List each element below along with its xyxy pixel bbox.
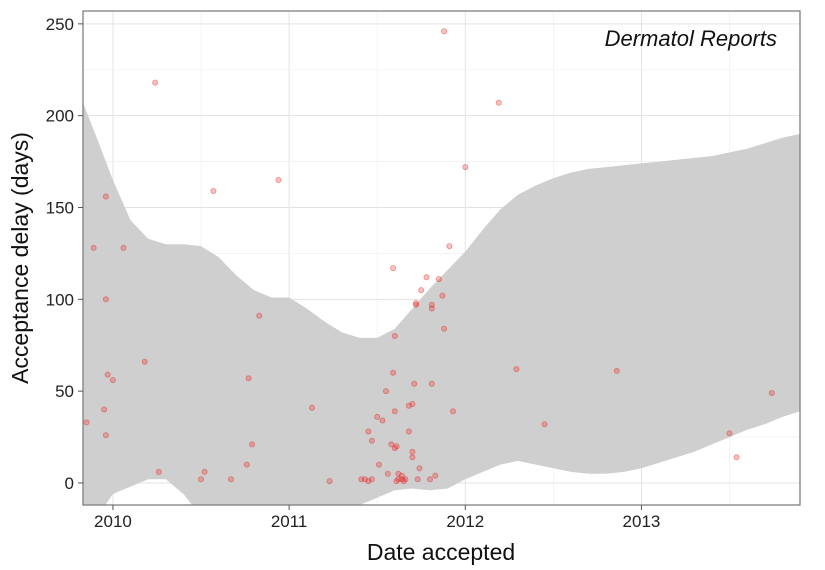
data-point (358, 476, 365, 483)
data-point (418, 287, 425, 294)
data-point (416, 465, 423, 472)
data-point (120, 244, 127, 251)
x-tick-label: 2011 (271, 512, 308, 531)
data-point (102, 432, 109, 439)
data-point (152, 79, 159, 86)
data-point (104, 371, 111, 378)
data-point (726, 430, 733, 437)
data-point (513, 366, 520, 373)
data-point (449, 408, 456, 415)
data-point (245, 375, 252, 382)
data-point (365, 428, 372, 435)
data-point (432, 472, 439, 479)
data-point (400, 478, 407, 485)
y-tick-label: 50 (55, 382, 74, 401)
data-point (412, 301, 419, 308)
data-point (390, 369, 397, 376)
data-point (409, 448, 416, 455)
data-point (109, 377, 116, 384)
data-point (388, 441, 395, 448)
data-point (439, 292, 446, 299)
data-point (411, 380, 418, 387)
data-point (384, 470, 391, 477)
data-point (393, 478, 400, 485)
data-point (391, 445, 398, 452)
data-point (393, 443, 400, 450)
data-point (435, 276, 442, 283)
data-point (102, 193, 109, 200)
data-point (405, 428, 412, 435)
data-point (83, 419, 90, 426)
data-point (495, 99, 502, 106)
data-point (368, 437, 375, 444)
data-point (379, 417, 386, 424)
data-point (197, 476, 204, 483)
y-tick-label: 150 (46, 198, 74, 217)
data-point (368, 476, 375, 483)
data-point (428, 380, 435, 387)
data-point (398, 476, 405, 483)
data-point (308, 404, 315, 411)
data-point (409, 454, 416, 461)
plot-border (82, 10, 801, 506)
data-point (90, 244, 97, 251)
confidence-band (83, 102, 800, 505)
data-point (446, 243, 453, 250)
data-point (733, 454, 740, 461)
data-point (391, 408, 398, 415)
data-point (426, 476, 433, 483)
data-point (141, 358, 148, 365)
x-tick-label: 2010 (94, 512, 132, 531)
data-point (462, 164, 469, 171)
data-point (201, 468, 208, 475)
data-point (249, 441, 256, 448)
data-point (382, 388, 389, 395)
data-point (412, 299, 419, 306)
y-tick-label: 0 (65, 474, 74, 493)
x-axis: 2010 2011 2012 2013 (94, 505, 660, 531)
data-point (102, 296, 109, 303)
data-point (375, 461, 382, 468)
data-point (395, 470, 402, 477)
data-point (227, 476, 234, 483)
data-points (83, 28, 775, 485)
data-point (391, 332, 398, 339)
data-point (441, 325, 448, 332)
data-point (365, 478, 372, 485)
data-point (541, 421, 548, 428)
y-tick-label: 200 (46, 107, 74, 126)
data-point (374, 413, 381, 420)
data-point (256, 312, 263, 319)
data-point (428, 301, 435, 308)
data-point (428, 305, 435, 312)
y-tick-label: 250 (46, 15, 74, 34)
data-point (613, 367, 620, 374)
data-point (155, 468, 162, 475)
y-axis-title: Acceptance delay (days) (7, 132, 33, 384)
data-point (414, 476, 421, 483)
x-axis-title: Date accepted (367, 539, 515, 565)
y-axis: 0 50 100 150 200 250 (46, 15, 83, 493)
data-point (423, 274, 430, 281)
data-point (101, 406, 108, 413)
data-point (361, 476, 368, 483)
data-point (243, 461, 250, 468)
data-point (210, 187, 217, 194)
x-tick-label: 2012 (446, 512, 484, 531)
data-point (409, 400, 416, 407)
data-point (275, 176, 282, 183)
data-point (398, 472, 405, 479)
y-tick-label: 100 (46, 290, 74, 309)
data-point (395, 476, 402, 483)
data-point (390, 265, 397, 272)
data-point (326, 478, 333, 485)
chart-annotation: Dermatol Reports (605, 26, 777, 51)
x-tick-label: 2013 (623, 512, 661, 531)
data-point (405, 402, 412, 409)
data-point (441, 28, 448, 35)
data-point (402, 476, 409, 483)
data-point (768, 389, 775, 396)
